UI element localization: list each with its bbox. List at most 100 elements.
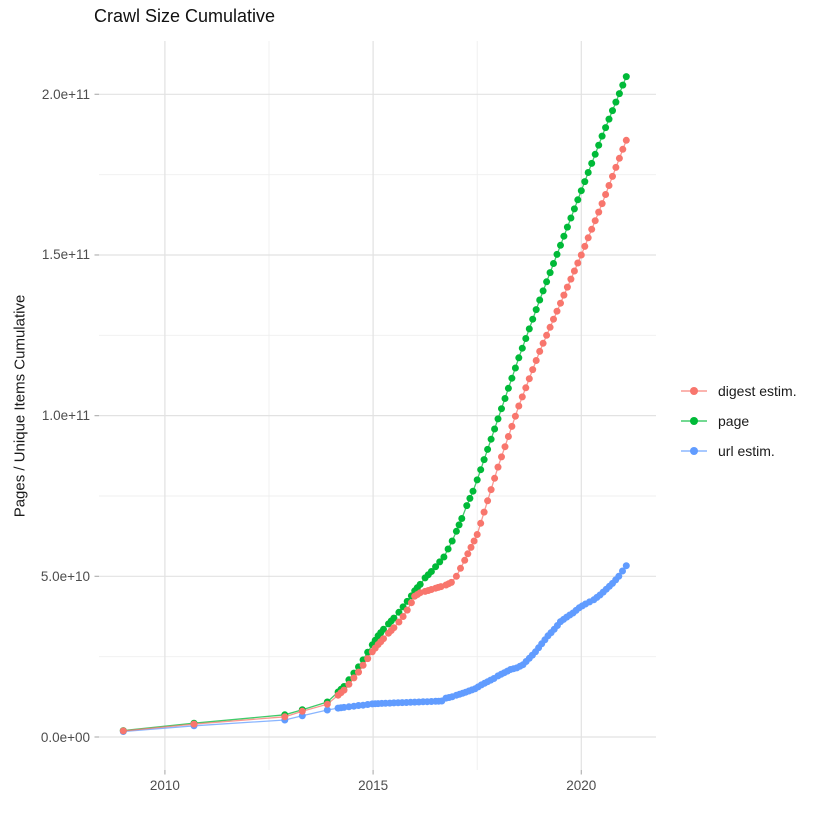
data-point-digest-estim [577, 251, 585, 259]
chart-title: Crawl Size Cumulative [94, 6, 276, 26]
data-point-page [487, 435, 495, 443]
data-point-digest-estim [340, 686, 348, 694]
data-point-digest-estim [355, 668, 362, 676]
data-point-digest-estim [570, 267, 578, 275]
data-point-page [455, 521, 463, 529]
data-point-digest-estim [532, 357, 540, 364]
data-point-page [612, 98, 620, 106]
data-point-page [543, 278, 551, 286]
data-point-page [560, 232, 568, 240]
data-point-page [550, 260, 557, 267]
data-point-page [440, 553, 448, 561]
data-point-page [515, 354, 523, 362]
axis-ticks [94, 93, 582, 775]
legend-dot-icon [690, 387, 698, 395]
y-tick-label-2.0e+11: 2.0e+11 [41, 86, 90, 102]
data-point-digest-estim [498, 453, 505, 461]
data-point-digest-estim [457, 564, 464, 572]
data-point-page [557, 241, 564, 249]
data-point-digest-estim [470, 537, 478, 545]
data-point-digest-estim [323, 700, 331, 708]
data-point-page [484, 445, 492, 453]
data-point-digest-estim [563, 283, 571, 291]
data-point-page [504, 384, 512, 392]
data-point-digest-estim [553, 307, 561, 315]
data-point-page [581, 178, 589, 186]
data-point-digest-estim [464, 550, 472, 558]
data-point-page [452, 527, 460, 535]
legend-key-icon-page [681, 413, 707, 429]
data-point-digest-estim [550, 315, 557, 323]
data-point-digest-estim [484, 497, 492, 505]
data-point-digest-estim [543, 331, 551, 339]
series-page [119, 73, 630, 735]
data-point-digest-estim [403, 606, 411, 614]
data-point-page [436, 558, 444, 566]
data-point-digest-estim [567, 275, 575, 283]
data-point-digest-estim [399, 613, 407, 620]
data-point-digest-estim [477, 519, 485, 527]
legend-label: digest estim. [718, 383, 797, 399]
data-point-page [494, 415, 502, 423]
data-point-digest-estim [480, 508, 488, 516]
data-point-page [605, 115, 613, 123]
data-point-page [532, 306, 540, 314]
data-point-page [498, 405, 505, 413]
data-point-digest-estim [615, 154, 623, 162]
data-point-digest-estim [515, 402, 523, 410]
data-point-digest-estim [546, 323, 554, 331]
data-point-digest-estim [539, 339, 547, 347]
data-point-page [591, 150, 599, 158]
data-point-digest-estim [529, 366, 537, 374]
data-point-digest-estim [622, 136, 630, 144]
legend-item-page: page [681, 406, 797, 436]
data-point-page [615, 90, 623, 98]
data-point-digest-estim [452, 572, 460, 580]
data-point-digest-estim [407, 599, 415, 607]
data-point-digest-estim [380, 635, 387, 643]
series-url-estim [119, 562, 630, 735]
data-point-digest-estim [350, 674, 358, 682]
data-point-page [480, 456, 488, 464]
data-point-digest-estim [508, 422, 516, 430]
data-point-digest-estim [491, 474, 499, 482]
data-point-page [609, 107, 616, 115]
data-point-digest-estim [612, 163, 620, 171]
data-point-page [416, 580, 424, 588]
legend-key-icon-url-estim [681, 443, 707, 459]
data-point-page [553, 250, 561, 258]
data-point-digest-estim [581, 242, 589, 250]
data-point-page [584, 169, 592, 176]
data-point-url-estim [615, 572, 623, 580]
data-point-url-estim [619, 567, 626, 575]
data-point-page [458, 515, 466, 522]
x-tick-label-2020: 2020 [566, 778, 597, 793]
data-point-digest-estim [298, 707, 306, 715]
data-point-digest-estim [609, 172, 616, 180]
data-point-page [473, 476, 481, 484]
data-point-digest-estim [595, 208, 603, 216]
data-point-digest-estim [574, 259, 582, 267]
data-point-digest-estim [487, 486, 495, 494]
data-point-page [469, 487, 477, 495]
data-point-page [536, 296, 544, 304]
data-point-digest-estim [504, 433, 512, 440]
data-point-digest-estim [461, 556, 469, 564]
data-point-page [463, 502, 471, 510]
x-tick-label-2015: 2015 [358, 778, 389, 793]
data-point-page [574, 196, 582, 204]
data-point-url-estim [622, 562, 630, 570]
y-tick-label-1.5e+11: 1.5e+11 [41, 247, 90, 263]
data-point-page [529, 315, 537, 323]
data-point-digest-estim [598, 200, 606, 208]
legend-label: url estim. [718, 443, 775, 459]
data-point-digest-estim [536, 347, 544, 355]
data-point-page [595, 141, 603, 149]
data-point-page [546, 269, 554, 277]
data-point-page [501, 395, 509, 402]
data-point-digest-estim [518, 393, 526, 401]
data-point-page [491, 425, 499, 433]
data-point-digest-estim [602, 191, 610, 198]
data-point-page [522, 335, 530, 342]
